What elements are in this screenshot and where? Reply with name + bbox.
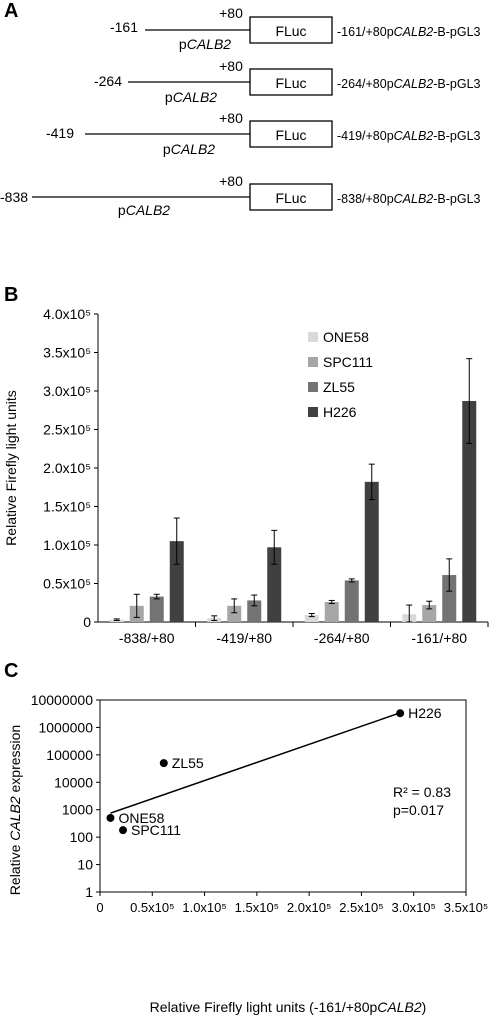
bar	[227, 605, 242, 622]
y-axis-label: Relative CALB2 expression	[7, 725, 23, 895]
reporter-label: FLuc	[275, 127, 306, 143]
x-tick-label: 2.0x10⁵	[287, 900, 331, 915]
y-tick-label: 10000000	[31, 692, 94, 708]
reporter-label: FLuc	[275, 190, 306, 206]
data-point	[396, 709, 405, 718]
bar	[149, 596, 164, 622]
legend-label: SPC111	[323, 354, 373, 370]
construct-start: -161	[110, 19, 138, 35]
construct-start: -264	[94, 73, 122, 89]
y-tick-label: 4.0x10⁵	[43, 306, 91, 322]
legend-swatch	[308, 332, 318, 342]
y-tick-label: 1000000	[38, 719, 93, 735]
reporter-box	[249, 16, 333, 44]
construct-diagram: -161 +80 pCALB2 FLuc -161/+80pCALB2-B-pG…	[0, 5, 481, 218]
x-tick-label: 3.5x10⁵	[444, 900, 488, 915]
construct-name: -161/+80pCALB2-B-pGL3	[337, 25, 481, 39]
construct-start: -838	[0, 189, 28, 205]
construct-end: +80	[219, 173, 243, 189]
construct-start: -419	[46, 125, 74, 141]
reporter-box	[249, 183, 333, 211]
construct-end: +80	[219, 110, 243, 126]
x-tick-label: 2.5x10⁵	[339, 900, 383, 915]
reporter-label: FLuc	[275, 75, 306, 91]
plot-frame	[99, 699, 467, 893]
construct-name: -419/+80pCALB2-B-pGL3	[337, 129, 481, 143]
y-axis-label: Relative Firefly light units	[3, 390, 19, 546]
scatter-chart: 1 10 100 1000 10000 100000 1000000 10000000 0 0.5…	[7, 692, 488, 1015]
legend-swatch	[308, 357, 318, 367]
x-tick-label: -161/+80	[411, 630, 467, 646]
stat-annotation: p=0.017	[393, 802, 444, 818]
construct-name: -264/+80pCALB2-B-pGL3	[337, 77, 481, 91]
x-tick-label: 1.0x10⁵	[182, 900, 226, 915]
construct-name: -838/+80pCALB2-B-pGL3	[337, 192, 481, 206]
x-tick-label: 1.5x10⁵	[235, 900, 279, 915]
data-point	[159, 759, 168, 768]
bar	[267, 547, 282, 622]
reporter-box	[249, 68, 333, 96]
y-tick-label: 100	[70, 829, 94, 845]
y-tick-label: 1000	[62, 802, 93, 818]
bar	[304, 615, 319, 622]
y-tick-label: 0.5x10⁵	[43, 576, 91, 592]
x-tick-label: -838/+80	[119, 630, 175, 646]
y-tick-label: 2.5x10⁵	[43, 422, 91, 438]
y-tick-label: 0	[83, 614, 91, 630]
promoter-label: pCALB2	[179, 36, 231, 52]
reporter-label: FLuc	[275, 23, 306, 39]
y-tick-label: 10	[77, 857, 93, 873]
bar	[442, 575, 457, 622]
construct-row: -838 +80 pCALB2 FLuc -838/+80pCALB2-B-pG…	[0, 173, 481, 218]
legend-swatch	[308, 407, 318, 417]
construct-row: -264 +80 pCALB2 FLuc -264/+80pCALB2-B-pG…	[94, 58, 481, 105]
data-point	[106, 813, 115, 822]
y-tick-label: 1.0x10⁵	[43, 537, 91, 553]
x-tick-label: 3.0x10⁵	[392, 900, 436, 915]
legend-label: ZL55	[323, 379, 355, 395]
bar	[344, 580, 359, 622]
reporter-box	[249, 120, 333, 148]
point-label: ZL55	[172, 755, 204, 771]
x-tick-label: -419/+80	[216, 630, 272, 646]
point-label: SPC111	[131, 822, 181, 838]
legend-label: H226	[323, 404, 357, 420]
construct-end: +80	[219, 5, 243, 21]
legend-swatch	[308, 382, 318, 392]
panel-c-letter: C	[4, 660, 19, 682]
promoter-label: pCALB2	[118, 202, 170, 218]
y-tick-label: 1.5x10⁵	[43, 499, 91, 515]
point-label: H226	[408, 705, 442, 721]
y-tick-label: 3.0x10⁵	[43, 383, 91, 399]
x-tick-label: 0.5x10⁵	[130, 900, 174, 915]
construct-row: -419 +80 pCALB2 FLuc -419/+80pCALB2-B-pG…	[46, 110, 481, 157]
legend-label: ONE58	[323, 329, 369, 345]
bar	[247, 600, 262, 622]
bar	[422, 605, 437, 622]
point-label: ONE58	[118, 810, 164, 826]
stat-annotation: R² = 0.83	[393, 784, 451, 800]
bar	[364, 481, 379, 622]
x-tick-label: 0	[96, 900, 103, 915]
x-tick-label: -264/+80	[314, 630, 370, 646]
construct-row: -161 +80 pCALB2 FLuc -161/+80pCALB2-B-pG…	[110, 5, 481, 52]
y-tick-label: 3.5x10⁵	[43, 345, 91, 361]
trendline	[110, 712, 401, 814]
bar	[462, 401, 477, 622]
y-tick-label: 10000	[54, 774, 93, 790]
construct-end: +80	[219, 58, 243, 74]
bar	[324, 601, 339, 622]
panel-a-letter: A	[4, 0, 19, 22]
bar	[169, 541, 184, 622]
promoter-label: pCALB2	[165, 89, 217, 105]
bar-chart: 0 0.5x10⁵ 1.0x10⁵ 1.5x10⁵ 2.0x10⁵ 2.5x10⁵ 3.0x…	[3, 306, 489, 646]
y-tick-label: 1	[85, 884, 93, 900]
panel-b-letter: B	[4, 284, 19, 306]
y-tick-label: 100000	[46, 747, 93, 763]
promoter-label: pCALB2	[163, 141, 215, 157]
y-tick-label: 2.0x10⁵	[43, 460, 91, 476]
data-point	[119, 826, 128, 835]
x-axis-label: Relative Firefly light units (-161/+80pC…	[150, 999, 427, 1015]
